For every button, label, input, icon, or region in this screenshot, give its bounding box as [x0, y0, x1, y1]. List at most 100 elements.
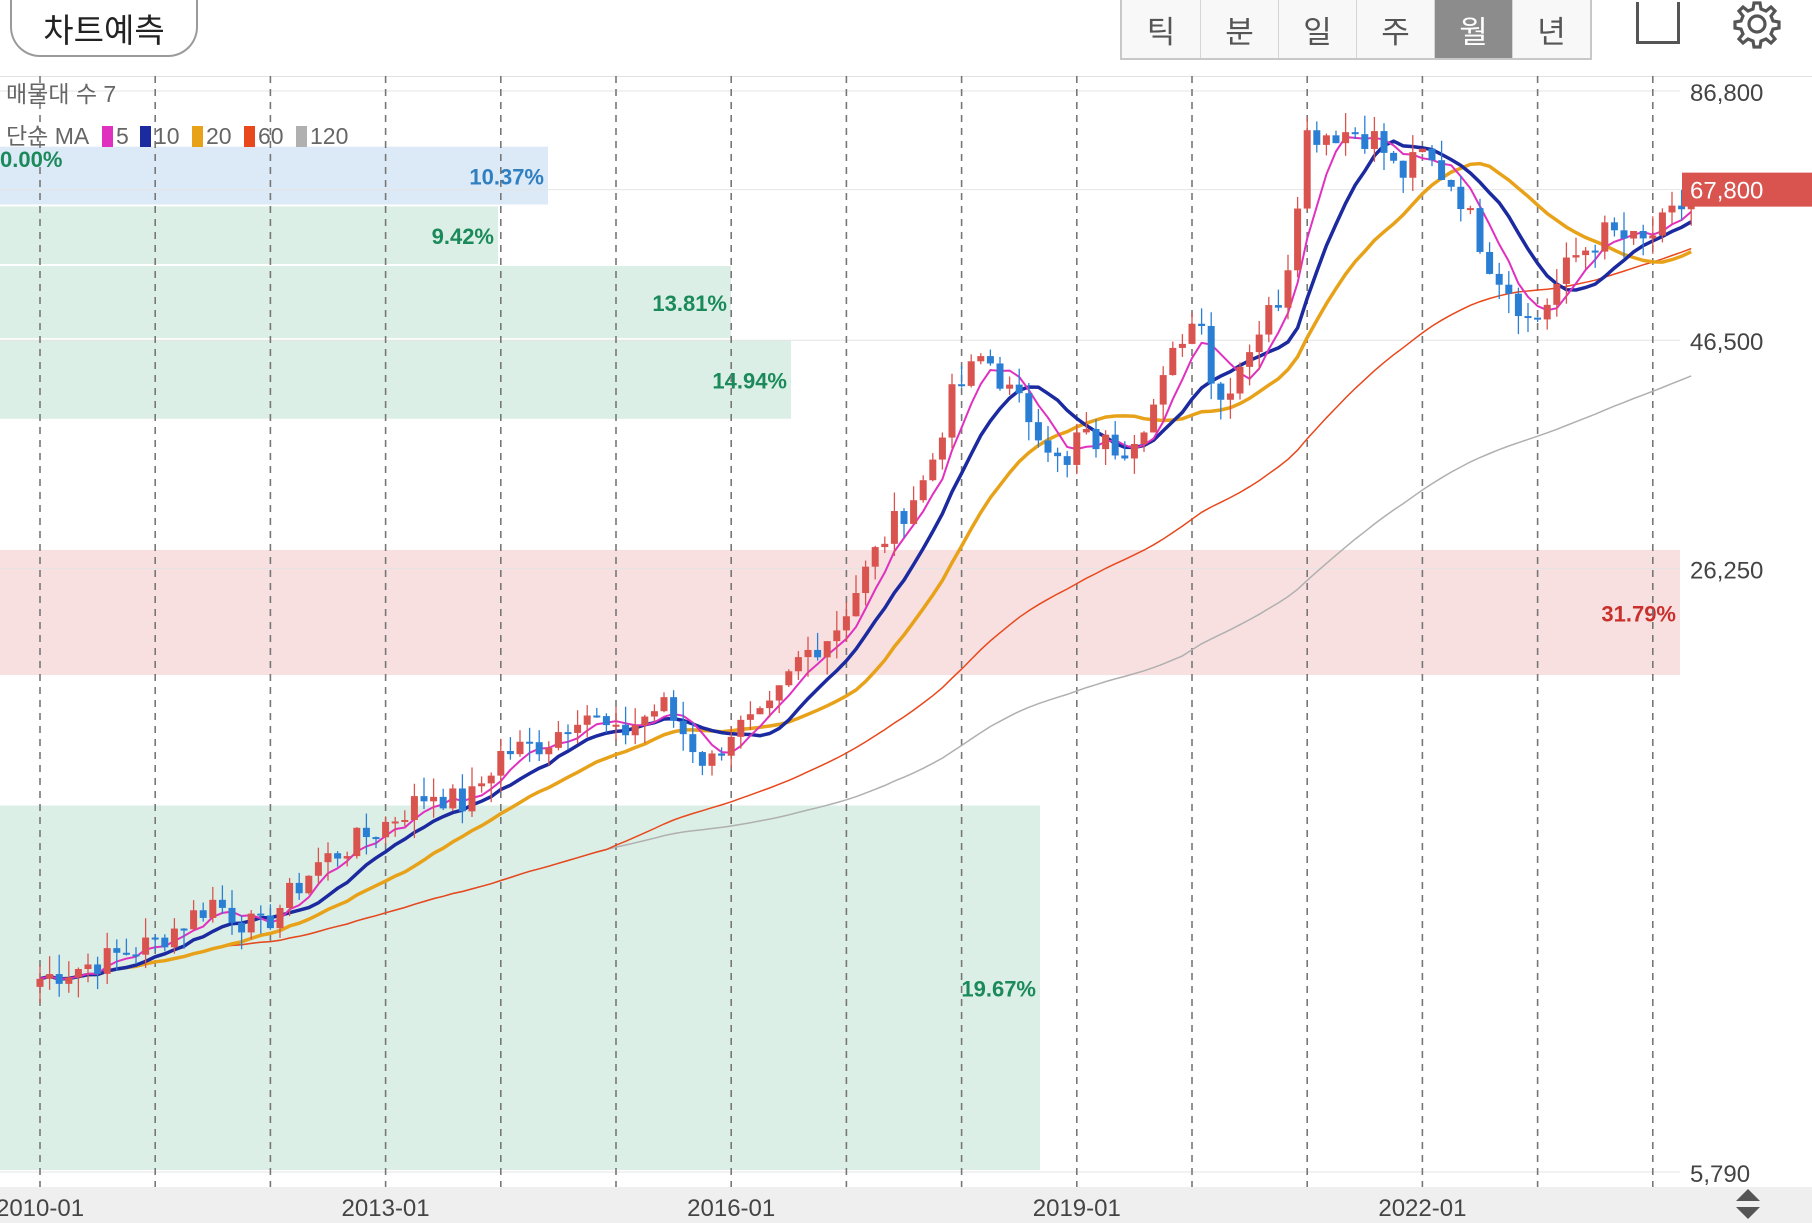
candle — [1543, 304, 1551, 320]
scroll-arrows-icon[interactable] — [1733, 1187, 1763, 1221]
ma10-line — [39, 139, 1693, 981]
candle — [170, 928, 178, 948]
candle — [814, 649, 822, 658]
candle — [218, 899, 226, 908]
chart-predict-button[interactable]: 차트예측 — [10, 0, 198, 57]
candle — [1294, 208, 1302, 271]
candle — [1226, 393, 1234, 400]
candle — [468, 786, 476, 812]
candle — [890, 511, 898, 544]
candle — [142, 937, 150, 955]
candle — [1159, 375, 1167, 405]
candle — [670, 697, 678, 721]
candle — [314, 862, 322, 876]
x-tick-label: 2013-01 — [342, 1195, 430, 1222]
volume-profile-label: 14.94% — [712, 369, 787, 394]
ma120-legend-label: 120 — [310, 123, 348, 149]
candle — [1015, 384, 1023, 394]
candle — [756, 708, 764, 715]
candle — [46, 974, 54, 979]
y-tick-label: 26,250 — [1690, 557, 1763, 584]
candle — [852, 593, 860, 617]
ma20-legend-swatch — [192, 126, 203, 147]
candle — [84, 964, 92, 970]
candle — [1418, 148, 1426, 153]
period-month[interactable]: 월 — [1434, 0, 1512, 58]
candle — [324, 853, 332, 863]
candle — [622, 724, 630, 736]
period-minute[interactable]: 분 — [1200, 0, 1278, 58]
volume-profile-band — [0, 340, 791, 419]
ma5-legend-swatch — [102, 126, 113, 147]
period-year[interactable]: 년 — [1512, 0, 1590, 58]
candle — [746, 714, 754, 720]
current-price-tag — [1682, 172, 1812, 207]
candle — [727, 736, 735, 756]
candle — [535, 742, 543, 755]
candle — [439, 796, 447, 809]
volume-profile-label: 10.37% — [469, 165, 544, 190]
gear-icon[interactable] — [1730, 0, 1784, 54]
candle — [334, 853, 342, 859]
zero-percent-label: 0.00% — [0, 147, 62, 172]
candle — [190, 910, 198, 930]
candle — [209, 899, 217, 918]
candle — [1111, 434, 1119, 456]
candle — [1082, 428, 1090, 433]
candle — [1140, 432, 1148, 444]
candle — [180, 928, 188, 931]
candle — [305, 875, 313, 894]
candle — [55, 974, 63, 984]
candle — [1639, 230, 1647, 239]
price-chart[interactable]: 10.37% 9.42% 13.81% 14.94% 31.79% 19.67% 86,80… — [0, 76, 1812, 1223]
candle — [1092, 428, 1100, 450]
x-tick-label: 2022-01 — [1378, 1195, 1466, 1222]
candle — [1534, 317, 1542, 320]
candle — [1572, 255, 1580, 258]
ma10-legend-swatch — [140, 126, 151, 147]
candle — [1505, 284, 1513, 294]
candle — [430, 796, 438, 802]
candle — [1265, 305, 1273, 335]
candle — [1054, 452, 1062, 457]
candle — [266, 915, 274, 929]
candle — [708, 753, 716, 766]
x-axis-strip — [0, 1187, 1812, 1223]
period-tick[interactable]: 틱 — [1122, 0, 1200, 58]
candle — [1630, 230, 1638, 239]
candle — [1006, 384, 1014, 389]
ma60-line — [39, 247, 1692, 980]
volume-profile-band — [0, 549, 1680, 676]
candle — [737, 719, 745, 737]
candle — [900, 511, 908, 524]
candle — [372, 837, 380, 840]
candle — [1150, 404, 1158, 433]
candle — [1198, 323, 1206, 327]
candle — [276, 907, 284, 929]
candle — [948, 384, 956, 438]
candle — [1044, 440, 1052, 453]
candle — [1524, 316, 1532, 319]
candle — [247, 913, 255, 933]
candle — [1658, 212, 1666, 236]
candle — [1409, 152, 1417, 178]
candle — [871, 547, 879, 567]
volume-profile-label: 31.79% — [1601, 601, 1676, 626]
candle — [1495, 273, 1503, 285]
candle — [1466, 208, 1474, 211]
candle — [1332, 135, 1340, 144]
candle — [641, 716, 649, 726]
candle — [862, 566, 870, 594]
period-day[interactable]: 일 — [1278, 0, 1356, 58]
ma5-legend-label: 5 — [116, 123, 129, 149]
candle — [1476, 208, 1484, 252]
candle — [1514, 293, 1522, 317]
candle — [382, 821, 390, 838]
period-week[interactable]: 주 — [1356, 0, 1434, 58]
square-icon[interactable] — [1636, 2, 1680, 44]
ma-legend-label: 단순 MA — [6, 123, 90, 149]
volume-profile-legend: 매물대 수 7 — [6, 81, 116, 107]
candle — [833, 630, 841, 642]
candle — [1649, 235, 1657, 239]
candle — [295, 882, 303, 894]
